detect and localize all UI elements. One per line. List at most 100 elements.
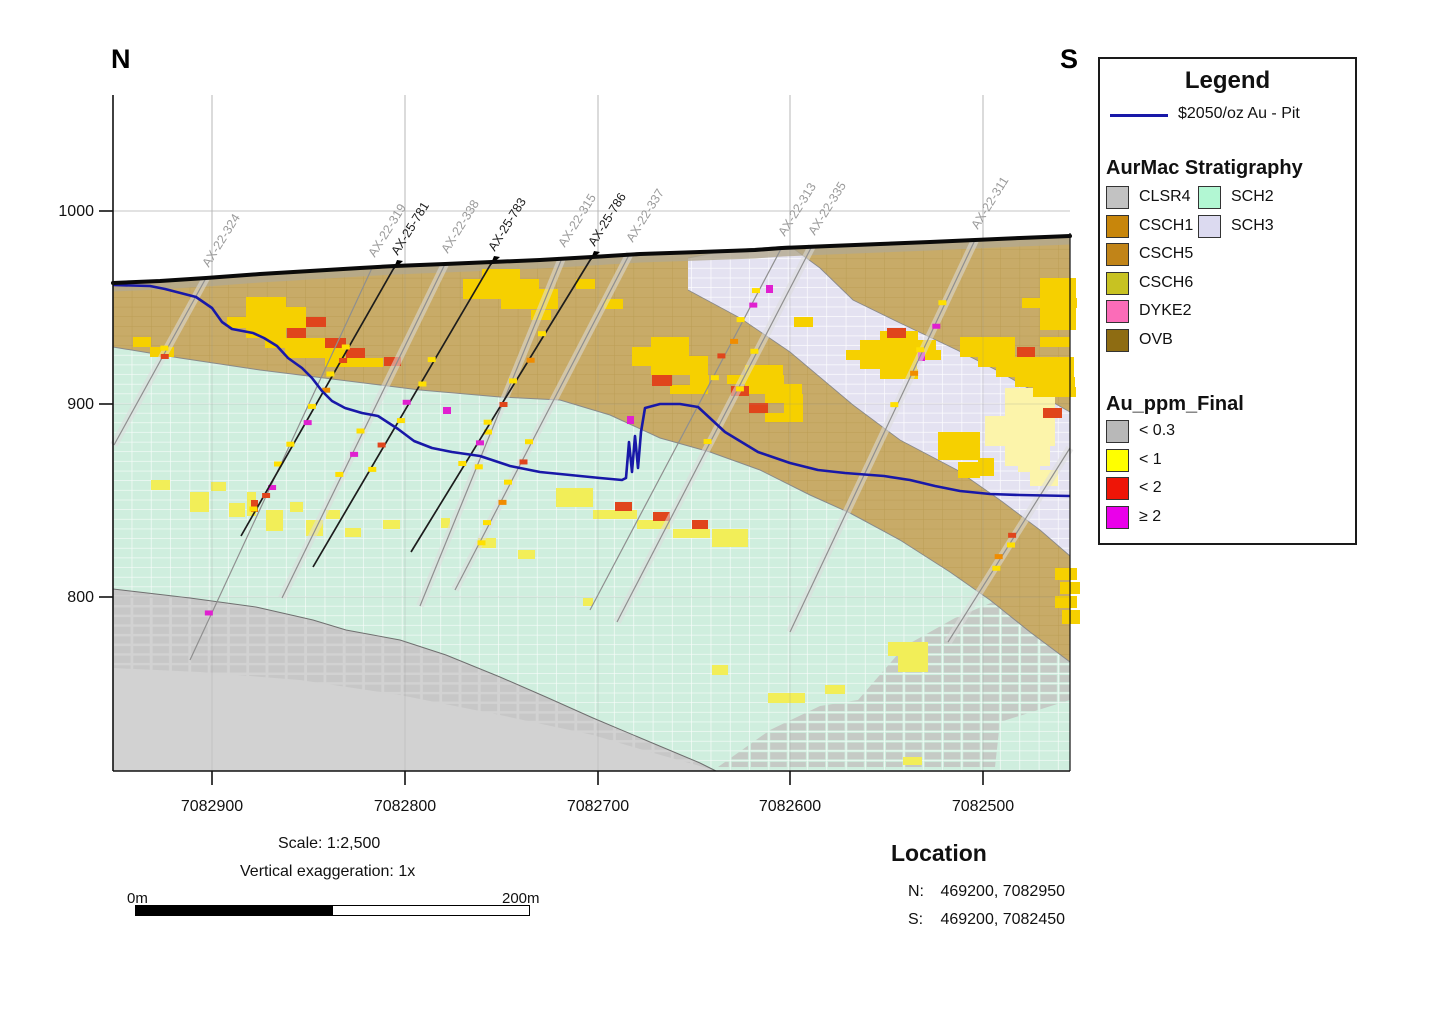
assay-interval-tick <box>160 353 169 359</box>
location-north-label: N: <box>908 883 924 900</box>
legend-panel: Legend $2050/oz Au - Pit AurMac Stratigr… <box>1098 57 1357 545</box>
location-north-value: 469200, 7082950 <box>940 883 1066 900</box>
au-lt1-block <box>958 462 980 478</box>
au-lt1-block <box>860 360 917 369</box>
au-lt2-block <box>287 328 306 338</box>
stratigraphy-label: SCH2 <box>1231 188 1274 205</box>
clsr4-solid-lower <box>113 668 716 771</box>
assay-interval-tick <box>730 338 739 344</box>
x-tick-label: 7082700 <box>567 798 629 815</box>
au-lt1-block <box>501 299 558 309</box>
au-lt1-block <box>632 347 689 356</box>
au-lt1-block <box>784 403 803 413</box>
au-lt1-block <box>745 365 783 375</box>
au-lt2-block <box>887 328 906 338</box>
stratigraphy-header: AurMac Stratigraphy <box>1106 157 1303 179</box>
assay-interval-tick <box>458 461 467 466</box>
au-lt1-block <box>632 356 708 366</box>
stratigraphy-label: OVB <box>1139 331 1173 348</box>
assay-interval-tick <box>750 348 759 354</box>
au-ppm-label: < 2 <box>1139 479 1162 497</box>
stratigraphy-label: DYKE2 <box>1139 302 1192 320</box>
au-ppm-swatch <box>1106 448 1129 472</box>
au-lt1-block <box>246 297 286 307</box>
au-lt1-block <box>996 367 1074 377</box>
au-lt1-block <box>556 488 593 507</box>
au-lt1-block <box>765 394 803 403</box>
stratigraphy-swatch <box>1198 214 1221 238</box>
drillhole-trace <box>454 252 631 591</box>
location-south-label: S: <box>908 911 924 928</box>
au-ge2-block <box>766 285 773 293</box>
assay-interval-tick <box>268 485 277 491</box>
stratigraphy-column-1: CLSR4 CSCH1 CSCH5 CSCH6 DYKE2 OVB <box>1106 186 1206 360</box>
assay-interval-tick <box>751 288 760 294</box>
au-lt1-block <box>345 528 361 537</box>
au-lt1-block <box>1040 318 1076 330</box>
au-lt1-block <box>1040 278 1076 288</box>
assay-interval-tick <box>916 347 925 353</box>
au-lt1-block <box>482 269 520 279</box>
x-tick-label: 7082500 <box>952 798 1014 815</box>
assay-interval-tick <box>499 402 508 407</box>
stratigraphy-swatch <box>1106 300 1129 324</box>
assay-interval-tick <box>262 493 271 498</box>
au-lt1-block <box>1040 337 1070 347</box>
drillhole-trace <box>240 265 396 537</box>
au-lt1-block <box>727 375 784 384</box>
location-north-row: N: 469200, 7082950 <box>908 883 1065 901</box>
au-lt1-block <box>1040 308 1076 318</box>
assay-interval-tick <box>519 459 528 465</box>
au-lt1-block <box>673 529 710 538</box>
assay-interval-tick <box>932 323 941 329</box>
assay-interval-tick <box>303 420 312 426</box>
sch2-clsr4-contact <box>112 588 717 772</box>
stratigraphy-swatch <box>1106 243 1129 267</box>
assay-interval-tick <box>525 439 533 445</box>
au-lt1-block <box>978 357 1074 367</box>
pale-block <box>985 416 1055 446</box>
au-lt1-block <box>518 550 535 559</box>
au-lt1-block <box>285 348 345 358</box>
au-lt1-block <box>860 340 936 350</box>
au-lt1-block <box>765 413 803 422</box>
au-lt1-block <box>712 529 748 547</box>
au-lt1-block <box>637 520 670 529</box>
au-lt2-block <box>749 403 768 413</box>
stratigraphy-label: SCH3 <box>1231 216 1274 234</box>
au-lt1-block <box>463 289 558 299</box>
au-lt1-block <box>651 337 689 347</box>
au-lt1-block <box>978 458 994 476</box>
assay-interval-tick <box>484 429 492 435</box>
assay-interval-tick <box>326 371 335 377</box>
assay-interval-tick <box>368 466 377 472</box>
assay-interval-tick <box>498 499 507 505</box>
sch3-grid <box>688 246 1070 556</box>
assay-interval-tick <box>377 442 386 448</box>
assay-interval-tick <box>307 403 316 409</box>
au-lt1-block <box>265 338 325 348</box>
assay-interval-tick <box>735 386 744 392</box>
assay-interval-tick <box>350 451 359 457</box>
y-tick-label: 800 <box>67 589 94 606</box>
au-lt1-block <box>825 685 845 694</box>
assay-interval-tick <box>427 357 436 363</box>
assay-interval-tick <box>356 428 365 434</box>
au-lt1-block <box>898 656 928 672</box>
stratigraphy-column-2: SCH2 SCH3 <box>1198 186 1298 245</box>
legend-title: Legend <box>1184 67 1271 94</box>
au-lt2-block <box>384 357 401 366</box>
assay-interval-tick <box>994 554 1003 560</box>
au-lt1-block <box>190 492 209 512</box>
au-lt1-block <box>266 510 283 531</box>
stratigraphy-swatch <box>1106 186 1129 209</box>
au-lt2-block <box>692 520 708 529</box>
assay-interval-tick <box>396 418 405 424</box>
assay-interval-tick <box>274 461 282 467</box>
au-lt1-block <box>712 665 728 675</box>
csch1-sch2-contact <box>112 346 1071 663</box>
au-lt1-block <box>1033 387 1076 397</box>
drillhole-trace <box>616 245 813 623</box>
au-ge2-block <box>443 407 451 414</box>
